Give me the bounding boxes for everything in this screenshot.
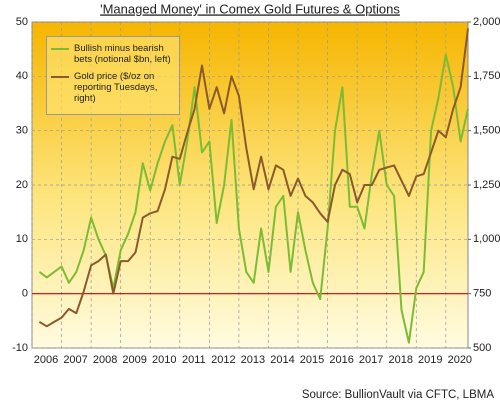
y2-tick-label: 1,750	[473, 70, 500, 82]
x-tick-label: 2016	[329, 354, 353, 366]
x-tick-label: 2007	[63, 354, 87, 366]
x-tick-label: 2009	[122, 354, 146, 366]
x-tick-label: 2018	[388, 354, 412, 366]
y2-tick-label: 500	[473, 342, 491, 354]
x-tick-label: 2012	[211, 354, 235, 366]
y2-tick-label: 1,250	[473, 179, 500, 191]
x-tick-label: 2006	[34, 354, 58, 366]
y2-tick-label: 750	[473, 288, 491, 300]
y-tick-label: 20	[16, 179, 28, 191]
y-tick-label: 40	[16, 70, 28, 82]
y2-tick-label: 1,500	[473, 125, 500, 137]
legend-label: Gold price ($/oz on reporting Tuesdays, …	[74, 71, 158, 104]
x-tick-label: 2017	[359, 354, 383, 366]
x-tick-label: 2019	[418, 354, 442, 366]
series-line	[38, 28, 469, 328]
y-tick-label: 10	[16, 233, 28, 245]
x-tick-label: 2015	[300, 354, 324, 366]
legend-label: Bullish minus bearish bets (notional $bn…	[74, 43, 171, 65]
source: Source: BullionVault via CFTC, LBMA	[302, 389, 494, 401]
x-tick-label: 2010	[152, 354, 176, 366]
legend-swatch	[51, 76, 69, 78]
y-tick-label: 0	[22, 288, 28, 300]
y-tick-label: -10	[12, 342, 28, 354]
legend-item: Gold price ($/oz on reporting Tuesdays, …	[51, 71, 175, 104]
y2-tick-label: 1,000	[473, 233, 500, 245]
legend: Bullish minus bearish bets (notional $bn…	[46, 36, 180, 115]
legend-item: Bullish minus bearish bets (notional $bn…	[51, 43, 175, 65]
x-tick-label: 2020	[448, 354, 472, 366]
y2-tick-label: 2,000	[473, 16, 500, 28]
x-tick-label: 2008	[93, 354, 117, 366]
y-tick-label: 50	[16, 16, 28, 28]
y-tick-label: 30	[16, 125, 28, 137]
x-tick-label: 2013	[241, 354, 265, 366]
x-tick-label: 2014	[270, 354, 294, 366]
chart-title: 'Managed Money' in Comex Gold Futures & …	[100, 1, 400, 16]
legend-swatch	[51, 48, 69, 50]
x-tick-label: 2011	[182, 354, 206, 366]
